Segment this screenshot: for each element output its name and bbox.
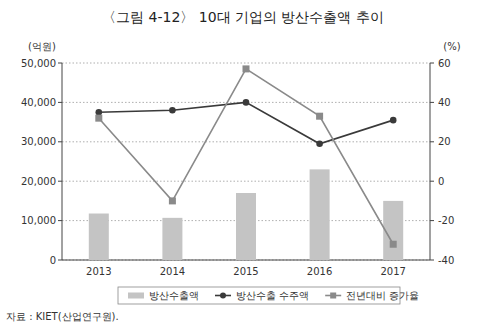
- x-tick-label: 2015: [233, 266, 258, 277]
- y-tick-label: 50,000: [21, 58, 56, 69]
- title: 〈그림 4-12〉 10대 기업의 방산수출액 추이: [102, 9, 384, 25]
- grid-line: [62, 141, 430, 142]
- y2-tick-label: -20: [438, 215, 454, 226]
- grid-line: [62, 63, 430, 64]
- line: [99, 102, 393, 143]
- legend-marker: [220, 293, 226, 299]
- legend-label: 방산수출액: [149, 290, 199, 301]
- marker: [390, 117, 397, 124]
- grid-line: [62, 181, 430, 182]
- y2-axis: [430, 63, 431, 260]
- marker: [243, 99, 250, 106]
- marker: [169, 197, 176, 204]
- line: [99, 69, 393, 244]
- y-tick-label: 10,000: [21, 215, 56, 226]
- y-axis-label: (억원): [28, 41, 56, 52]
- y2-tick: [430, 63, 434, 64]
- y-tick: [58, 181, 62, 182]
- bar: [162, 218, 182, 260]
- bar: [383, 201, 403, 260]
- bar: [89, 214, 109, 260]
- x-tick-label: 2016: [307, 266, 332, 277]
- y2-tick-label: 0: [438, 176, 444, 187]
- y-tick: [58, 102, 62, 103]
- y2-tick: [430, 181, 434, 182]
- marker: [243, 65, 250, 72]
- marker: [316, 140, 323, 147]
- y-tick: [58, 141, 62, 142]
- plot-area: [89, 65, 403, 260]
- marker: [169, 107, 176, 114]
- x-tick-label: 2014: [160, 266, 185, 277]
- y2-tick: [430, 102, 434, 103]
- y-tick: [58, 260, 62, 261]
- legend-label: 전년대비 증가율: [346, 290, 419, 301]
- y-tick: [58, 220, 62, 221]
- bar: [236, 193, 256, 260]
- source: 자료 : KIET(산업연구원).: [6, 311, 119, 322]
- legend-swatch: [128, 293, 144, 299]
- y-tick-label: 20,000: [21, 176, 56, 187]
- marker: [96, 109, 103, 116]
- y2-tick: [430, 220, 434, 221]
- y-tick-label: 40,000: [21, 97, 56, 108]
- y2-tick: [430, 260, 434, 261]
- x-tick-label: 2013: [86, 266, 111, 277]
- marker: [316, 113, 323, 120]
- y2-tick-label: 60: [438, 58, 451, 69]
- y-tick-label: 0: [50, 255, 56, 266]
- y-tick-label: 30,000: [21, 136, 56, 147]
- marker: [95, 115, 102, 122]
- bar: [310, 169, 330, 260]
- y-axis: [62, 63, 63, 260]
- marker: [390, 241, 397, 248]
- x-tick-label: 2017: [380, 266, 405, 277]
- y2-axis-label: (%): [443, 41, 460, 52]
- y2-tick-label: 20: [438, 136, 451, 147]
- y-tick: [58, 63, 62, 64]
- y2-tick: [430, 141, 434, 142]
- y2-tick-label: -40: [438, 255, 454, 266]
- legend-label: 방산수출 수주액: [236, 290, 309, 301]
- legend-marker: [330, 293, 336, 299]
- y2-tick-label: 40: [438, 97, 451, 108]
